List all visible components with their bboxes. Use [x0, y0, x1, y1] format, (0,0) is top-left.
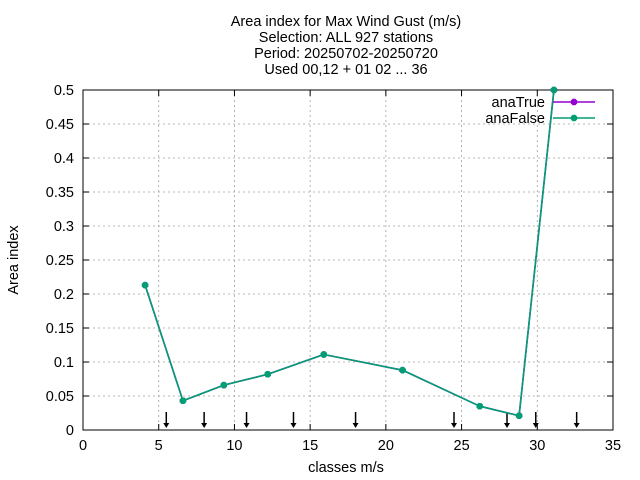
x-tick-label: 35: [605, 438, 621, 454]
y-tick-label: 0.25: [46, 253, 74, 269]
title-line-2: Selection: ALL 927 stations: [259, 30, 433, 46]
data-point: [320, 351, 328, 358]
y-axis-ticks: 0 0.05 0.1 0.15 0.2 0.25 0.3 0.35 0.4 0.45 0.5: [46, 83, 613, 439]
title-line-4: Used 00,12 + 01 02 ... 36: [264, 62, 427, 78]
legend-label: anaTrue: [492, 95, 545, 111]
data-point: [220, 381, 228, 389]
x-tick-label: 0: [79, 438, 87, 454]
y-tick-label: 0.4: [54, 151, 74, 167]
series-anaFalse: [141, 86, 558, 419]
title-line-1: Area index for Max Wind Gust (m/s): [231, 14, 461, 30]
data-point: [570, 98, 578, 106]
y-tick-label: 0.3: [54, 219, 74, 235]
series-line: [144, 89, 555, 417]
legend-label: anaFalse: [485, 111, 545, 127]
class-boundary-arrowhead: [163, 423, 170, 428]
y-axis-label: Area index: [6, 225, 22, 295]
title-line-3: Period: 20250702-20250720: [254, 46, 438, 62]
y-tick-label: 0.45: [46, 117, 74, 133]
data-point: [399, 366, 406, 374]
data-series: [141, 86, 558, 419]
x-tick-label: 5: [155, 438, 163, 454]
class-boundary-arrowhead: [504, 423, 510, 428]
data-point: [264, 371, 271, 378]
chart-title: Area index for Max Wind Gust (m/s) Selec…: [231, 14, 461, 78]
data-point: [570, 114, 578, 122]
data-point: [550, 86, 558, 94]
series-line: [144, 89, 555, 417]
x-tick-label: 10: [226, 438, 242, 454]
y-tick-label: 0: [66, 423, 74, 439]
class-boundary-arrowhead: [451, 423, 457, 428]
x-tick-label: 20: [378, 438, 394, 454]
class-boundary-arrows: [163, 412, 580, 428]
y-tick-label: 0.1: [54, 355, 74, 371]
class-boundary-arrowhead: [573, 423, 580, 428]
class-boundary-arrowhead: [201, 423, 208, 428]
class-boundary-arrowhead: [532, 423, 539, 428]
series-anaTrue: [141, 86, 558, 419]
x-axis-label: classes m/s: [308, 460, 384, 476]
data-point: [179, 397, 187, 404]
data-point: [141, 281, 149, 289]
y-tick-label: 0.05: [46, 389, 74, 405]
x-axis-ticks: 0 5 10 15 20 25 30 35: [79, 90, 621, 454]
data-point: [476, 402, 483, 410]
y-tick-label: 0.35: [46, 185, 74, 201]
x-tick-label: 15: [302, 438, 318, 454]
data-point: [515, 412, 523, 419]
class-boundary-arrowhead: [290, 423, 297, 428]
class-boundary-arrowhead: [352, 423, 359, 428]
y-tick-label: 0.2: [54, 287, 74, 303]
grid: [83, 90, 613, 430]
y-tick-label: 0.15: [46, 321, 74, 337]
x-tick-label: 30: [529, 438, 545, 454]
class-boundary-arrowhead: [243, 423, 250, 428]
y-tick-label: 0.5: [54, 83, 74, 99]
x-tick-label: 25: [454, 438, 470, 454]
